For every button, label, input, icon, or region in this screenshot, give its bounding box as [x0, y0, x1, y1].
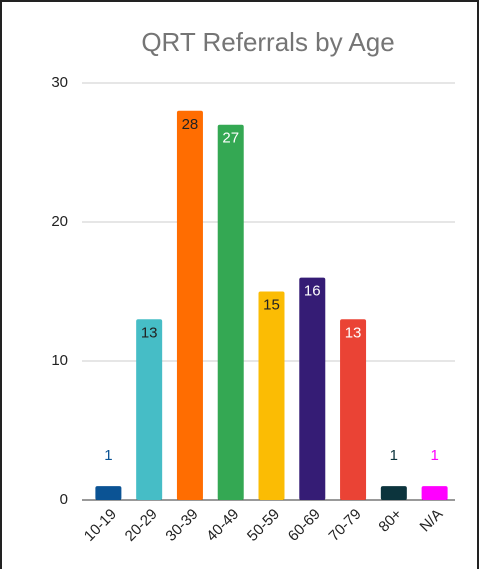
bar [217, 124, 244, 500]
data-label: 28 [182, 116, 199, 133]
bar [380, 486, 407, 500]
data-label: 1 [104, 447, 112, 464]
bar [340, 319, 367, 500]
data-label: 15 [263, 296, 280, 313]
data-label: 27 [222, 130, 239, 147]
bar [299, 277, 326, 500]
y-tick-label: 20 [51, 213, 68, 230]
data-label: 1 [430, 447, 438, 464]
bar [136, 319, 163, 500]
data-label: 13 [141, 324, 158, 341]
bar [95, 486, 122, 500]
chart-title: QRT Referrals by Age [141, 27, 394, 57]
data-label: 13 [345, 324, 362, 341]
bar [258, 291, 285, 500]
y-tick-label: 0 [60, 491, 68, 508]
data-label: 16 [304, 283, 321, 300]
bar [421, 486, 448, 500]
y-tick-label: 10 [51, 352, 68, 369]
data-label: 1 [390, 447, 398, 464]
y-tick-label: 30 [51, 74, 68, 91]
bar [176, 110, 203, 501]
